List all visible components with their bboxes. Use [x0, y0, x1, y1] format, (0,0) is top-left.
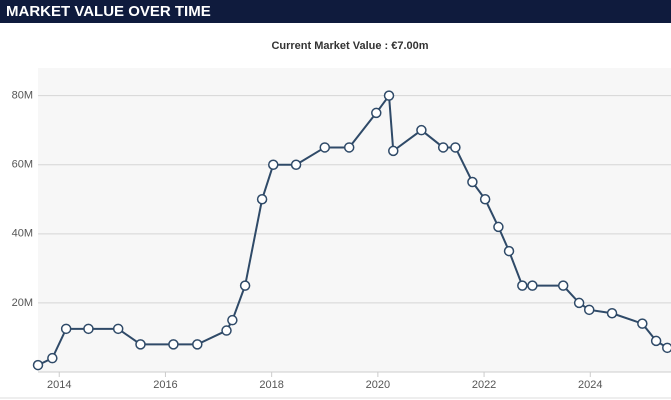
value-marker [388, 145, 399, 157]
value-marker [527, 280, 538, 291]
value-marker [290, 159, 302, 170]
value-marker [239, 280, 251, 291]
value-marker [135, 339, 146, 350]
y-tick-label: 20M [12, 297, 33, 309]
value-marker [637, 318, 648, 329]
value-marker [227, 314, 238, 326]
value-marker [662, 342, 671, 354]
x-tick-label: 2020 [366, 379, 390, 391]
x-tick-label: 2014 [47, 379, 71, 391]
value-marker [416, 124, 427, 136]
x-tick-label: 2018 [259, 379, 283, 391]
value-marker [221, 325, 232, 336]
value-marker [319, 142, 331, 153]
value-marker [650, 335, 662, 347]
y-tick-label: 80M [12, 90, 33, 102]
value-marker [479, 194, 491, 205]
value-marker [268, 159, 279, 170]
value-marker [503, 245, 515, 257]
y-tick-label: 60M [12, 159, 33, 171]
value-marker [60, 323, 72, 335]
value-marker [83, 323, 94, 335]
value-marker [343, 142, 355, 153]
header-bar [0, 0, 671, 23]
chart-title: MARKET VALUE OVER TIME [6, 3, 211, 20]
plot-area [38, 68, 671, 372]
value-marker [383, 90, 395, 101]
value-marker [573, 297, 585, 309]
value-marker [371, 107, 382, 119]
value-marker [606, 308, 618, 319]
value-marker [256, 194, 268, 205]
x-tick-label: 2022 [472, 379, 496, 391]
x-tick-label: 2016 [153, 379, 177, 391]
value-marker [583, 304, 595, 316]
value-marker [168, 339, 179, 350]
chart-subtitle: Current Market Value : €7.00m [271, 40, 428, 52]
value-marker [450, 142, 461, 153]
value-marker [437, 142, 449, 153]
value-marker [112, 323, 124, 335]
x-tick-label: 2024 [578, 379, 602, 391]
value-marker [557, 280, 569, 291]
value-marker [517, 280, 528, 291]
value-marker [47, 352, 58, 364]
y-tick-label: 40M [12, 228, 33, 240]
value-marker [467, 176, 478, 188]
value-marker [192, 339, 203, 350]
value-marker [32, 359, 44, 371]
value-marker [493, 221, 504, 233]
